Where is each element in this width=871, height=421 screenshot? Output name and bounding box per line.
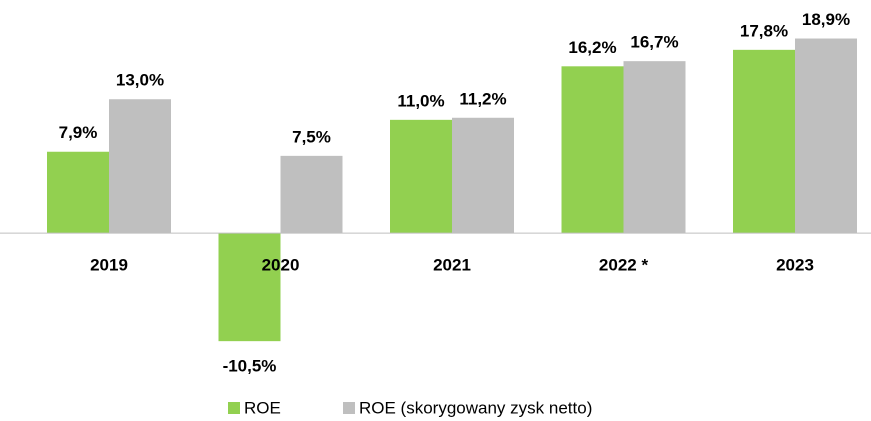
x-tick-label: 2022 * — [599, 255, 649, 274]
bar — [390, 119, 452, 234]
x-tick-label: 2023 — [776, 255, 814, 274]
legend-swatch — [343, 402, 355, 414]
x-tick-label: 2020 — [262, 255, 300, 274]
bar — [561, 66, 624, 234]
value-label: 7,5% — [292, 127, 331, 146]
value-label: 18,9% — [802, 10, 850, 29]
value-label: 16,2% — [568, 38, 616, 57]
bar — [218, 233, 281, 342]
legend-label: ROE — [244, 398, 281, 417]
bar — [623, 61, 686, 234]
value-label: 16,7% — [630, 33, 678, 52]
bar — [795, 38, 857, 234]
bar — [47, 151, 109, 234]
bar — [452, 117, 514, 234]
value-label: 7,9% — [59, 123, 98, 142]
value-label: 11,2% — [459, 89, 506, 108]
legend-label: ROE (skorygowany zysk netto) — [359, 398, 592, 417]
value-label: 13,0% — [116, 71, 164, 90]
bar — [280, 155, 343, 234]
bar — [733, 49, 795, 234]
x-tick-label: 2021 — [433, 255, 471, 274]
value-label: 17,8% — [740, 21, 788, 40]
value-label: 11,0% — [397, 91, 444, 110]
x-tick-label: 2019 — [90, 255, 128, 274]
value-label: -10,5% — [223, 357, 277, 376]
bar — [109, 99, 171, 234]
legend-swatch — [228, 402, 240, 414]
